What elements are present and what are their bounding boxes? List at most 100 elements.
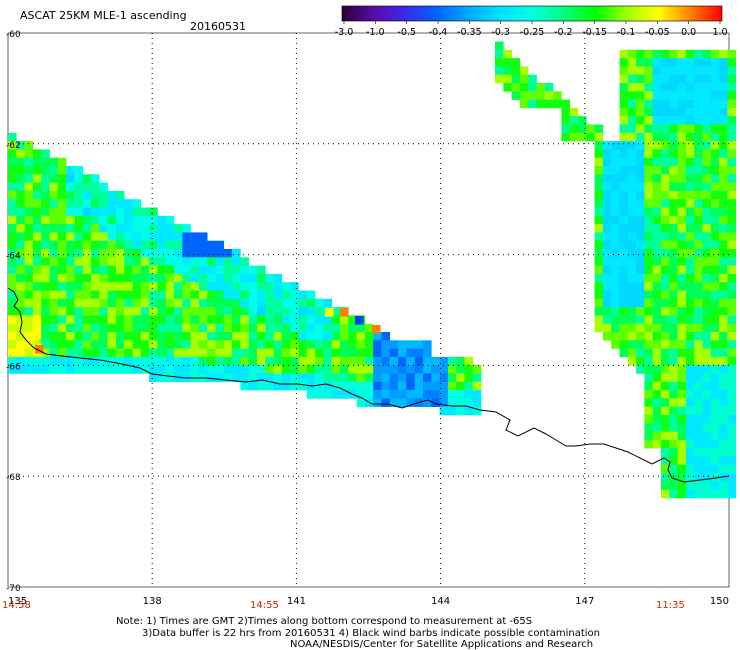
data-cell	[594, 190, 604, 200]
data-cell	[685, 240, 695, 250]
data-cell	[685, 141, 695, 150]
data-cell	[719, 439, 728, 449]
data-cell	[66, 365, 75, 374]
data-cell	[323, 390, 332, 399]
data-cell	[16, 199, 25, 208]
data-cell	[677, 298, 687, 308]
data-cell	[248, 298, 258, 308]
data-cell	[232, 282, 241, 291]
data-cell	[627, 215, 637, 225]
data-cell	[8, 356, 17, 366]
colorbar-label: 1.0	[712, 27, 727, 38]
data-cell	[710, 141, 720, 150]
data-cell	[661, 207, 670, 217]
data-cell	[644, 373, 653, 383]
data-cell	[677, 91, 687, 100]
data-cell	[652, 381, 662, 391]
data-cell	[16, 224, 25, 233]
data-cell	[685, 207, 695, 217]
data-cell	[727, 141, 736, 150]
data-cell	[174, 282, 183, 291]
data-cell	[41, 240, 50, 250]
data-cell	[661, 157, 670, 167]
data-cell	[669, 365, 678, 374]
data-cell	[66, 323, 75, 333]
data-cell	[677, 249, 687, 258]
data-cell	[702, 124, 712, 134]
data-cell	[602, 149, 612, 158]
data-cell	[710, 149, 720, 158]
data-cell	[190, 340, 200, 349]
data-cell	[32, 332, 42, 341]
data-cell	[32, 174, 42, 183]
data-cell	[644, 307, 653, 316]
data-cell	[257, 323, 266, 333]
data-cell	[182, 340, 191, 349]
data-cell	[636, 91, 645, 100]
data-cell	[661, 348, 670, 358]
data-cell	[702, 381, 712, 391]
data-cell	[719, 166, 728, 175]
data-cell	[306, 340, 316, 349]
data-cell	[644, 215, 653, 225]
data-cell	[414, 356, 424, 366]
data-cell	[132, 315, 142, 324]
data-cell	[636, 66, 645, 75]
data-cell	[223, 298, 233, 308]
data-cell	[661, 124, 670, 134]
data-cell	[727, 224, 736, 233]
data-cell	[611, 166, 620, 175]
data-cell	[669, 307, 678, 316]
data-cell	[677, 373, 687, 383]
data-cell	[677, 381, 687, 391]
data-cell	[140, 298, 150, 308]
data-cell	[8, 290, 17, 300]
data-cell	[447, 365, 457, 374]
data-cell	[456, 356, 465, 366]
data-cell	[602, 273, 612, 283]
data-cell	[389, 365, 399, 374]
data-cell	[652, 257, 662, 266]
data-cell	[694, 141, 703, 150]
data-cell	[57, 249, 67, 258]
data-cell	[132, 356, 142, 366]
data-cell	[182, 332, 191, 341]
data-cell	[694, 99, 703, 109]
data-cell	[66, 257, 75, 266]
data-cell	[215, 323, 225, 333]
note-line-1: Note: 1) Times are GMT 2)Times along bot…	[116, 616, 533, 627]
data-cell	[719, 224, 728, 233]
data-cell	[694, 323, 703, 333]
data-cell	[619, 323, 629, 333]
data-cell	[636, 116, 645, 125]
data-cell	[82, 224, 92, 233]
data-cell	[702, 91, 712, 100]
data-cell	[149, 257, 158, 266]
data-cell	[49, 290, 59, 300]
data-cell	[702, 49, 712, 59]
data-cell	[132, 265, 142, 275]
data-cell	[24, 182, 34, 192]
data-cell	[306, 323, 316, 333]
lat-tick-label: -64	[6, 252, 21, 262]
data-cell	[627, 307, 637, 316]
data-cell	[41, 224, 50, 233]
data-cell	[702, 423, 712, 432]
data-cell	[340, 365, 349, 374]
data-cell	[107, 282, 117, 291]
data-cell	[157, 365, 166, 374]
data-cell	[248, 323, 258, 333]
data-cell	[190, 240, 200, 250]
data-cell	[719, 182, 728, 192]
data-cell	[611, 323, 620, 333]
data-cell	[140, 273, 150, 283]
data-cell	[694, 315, 703, 324]
data-cell	[602, 282, 612, 291]
data-cell	[661, 249, 670, 258]
data-cell	[652, 157, 662, 167]
data-cell	[619, 190, 629, 200]
data-cell	[619, 166, 629, 175]
data-cell	[602, 307, 612, 316]
data-cell	[240, 290, 249, 300]
data-cell	[636, 348, 645, 358]
